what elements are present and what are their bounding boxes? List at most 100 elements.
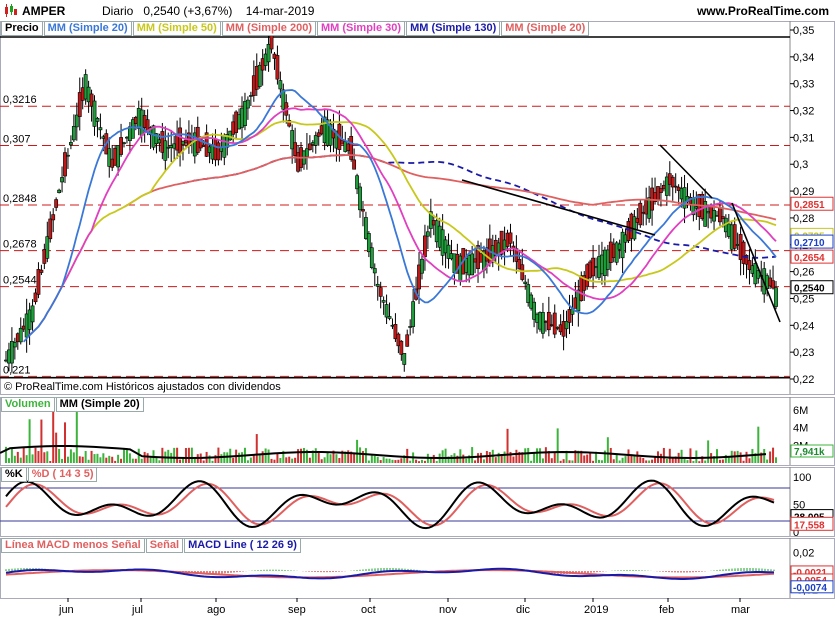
- volume-bar: [302, 447, 305, 463]
- volume-bar: [503, 451, 506, 463]
- volume-bar: [140, 458, 143, 463]
- volume-bar: [701, 456, 704, 463]
- price-candle: [378, 287, 383, 297]
- volume-bar: [550, 458, 553, 463]
- volume-bar: [350, 451, 353, 463]
- site-url[interactable]: www.ProRealTime.com: [696, 4, 829, 18]
- legend-item[interactable]: MM (Simple 30): [316, 21, 406, 36]
- volume-bar: [648, 460, 651, 463]
- price-candle: [63, 152, 67, 177]
- x-tick-label: oct: [361, 604, 376, 616]
- stoch-d-line: [5, 482, 775, 527]
- volume-bar: [441, 450, 444, 463]
- volume-bar: [297, 449, 300, 463]
- volume-bar: [52, 407, 55, 463]
- stoch-tag: 17,558: [794, 520, 825, 531]
- volume-bars: [5, 407, 777, 463]
- price-candle: [119, 137, 123, 155]
- volume-bar: [34, 447, 37, 463]
- x-tick-label: sep: [288, 604, 306, 616]
- price-candle: [664, 176, 669, 196]
- volume-bar: [267, 449, 270, 463]
- volume-bar: [707, 440, 710, 463]
- legend-item[interactable]: MM (Simple 20): [43, 21, 132, 36]
- volume-bar: [341, 450, 344, 463]
- price-candle: [720, 216, 725, 220]
- price-candle: [523, 281, 528, 284]
- volume-bar: [624, 456, 627, 463]
- volume-bar: [22, 447, 25, 463]
- price-candle: [349, 136, 354, 160]
- volume-bar: [627, 449, 630, 463]
- price-candle: [130, 119, 135, 139]
- volume-bar: [527, 447, 530, 463]
- volume-bar: [66, 456, 69, 463]
- volume-bar: [105, 457, 108, 463]
- volume-bar: [40, 419, 43, 463]
- volume-bar: [603, 450, 606, 463]
- symbol-label: AMPER: [22, 4, 66, 18]
- volume-bar: [530, 460, 533, 463]
- volume-bar: [686, 460, 689, 463]
- macd-legend: Línea MACD menos Señal Señal MACD Line ( 1…: [1, 538, 302, 553]
- volume-bar: [406, 448, 409, 463]
- volume-bar: [323, 457, 326, 463]
- legend-item[interactable]: %D ( 14 3 5): [27, 467, 98, 482]
- legend-item[interactable]: MM (Simple 200): [221, 21, 316, 36]
- volume-bar: [515, 449, 518, 463]
- volume-bar: [662, 447, 665, 463]
- volume-bar: [123, 447, 126, 463]
- price-candle: [307, 143, 312, 151]
- price-candle: [18, 327, 23, 343]
- price-tick-label: 0,35: [793, 25, 814, 37]
- legend-item[interactable]: MM (Simple 130): [406, 21, 501, 36]
- volume-bar: [689, 448, 692, 463]
- volume-bar: [193, 458, 196, 463]
- price-tick-label: 0,29: [793, 186, 814, 198]
- volume-bar: [128, 453, 131, 463]
- legend-item[interactable]: Precio: [1, 21, 43, 36]
- price-candle: [290, 130, 295, 150]
- volume-bar: [615, 453, 618, 463]
- volume-bar: [477, 453, 480, 463]
- x-tick-label: 2019: [584, 604, 608, 616]
- price-candle: [248, 95, 253, 97]
- volume-bar: [238, 452, 241, 463]
- level-label: 0,2544: [3, 275, 37, 287]
- copyright-text: © ProRealTime.com Históricos ajustados c…: [4, 381, 281, 393]
- legend-item[interactable]: %K: [1, 467, 27, 482]
- legend-item[interactable]: Línea MACD menos Señal: [1, 538, 145, 553]
- volume-bar: [757, 426, 760, 463]
- volume-tag: 7,941k: [794, 447, 825, 458]
- volume-bar: [600, 460, 603, 463]
- legend-item[interactable]: Señal: [145, 538, 184, 553]
- price-tag-box: [790, 234, 834, 249]
- legend-item[interactable]: MM (Simple 20): [55, 397, 144, 412]
- volume-bar: [84, 450, 87, 463]
- level-label: 0,2848: [3, 193, 37, 205]
- volume-bar: [500, 454, 503, 463]
- price-candle: [246, 99, 250, 109]
- volume-bar: [361, 451, 364, 463]
- x-tick-label: jul: [131, 604, 143, 616]
- volume-bar: [93, 454, 96, 463]
- volume-bar: [553, 452, 556, 463]
- legend-item[interactable]: MACD Line ( 12 26 9): [184, 538, 301, 553]
- legend-item[interactable]: Volumen: [1, 397, 55, 412]
- volume-bar: [347, 450, 350, 463]
- volume-bar: [748, 458, 751, 463]
- volume-bar: [444, 448, 447, 463]
- price-candle: [384, 304, 389, 318]
- volume-bar: [547, 451, 550, 463]
- volume-bar: [305, 449, 308, 463]
- volume-bar: [400, 458, 403, 463]
- legend-item[interactable]: MM (Simple 50): [132, 21, 221, 36]
- volume-bar: [173, 447, 176, 463]
- volume-bar: [282, 450, 285, 463]
- volume-bar: [211, 460, 214, 463]
- legend-item[interactable]: MM (Simple 20): [501, 21, 590, 36]
- price-candle: [30, 305, 35, 323]
- price-candle: [12, 342, 17, 348]
- price-candle: [417, 264, 421, 290]
